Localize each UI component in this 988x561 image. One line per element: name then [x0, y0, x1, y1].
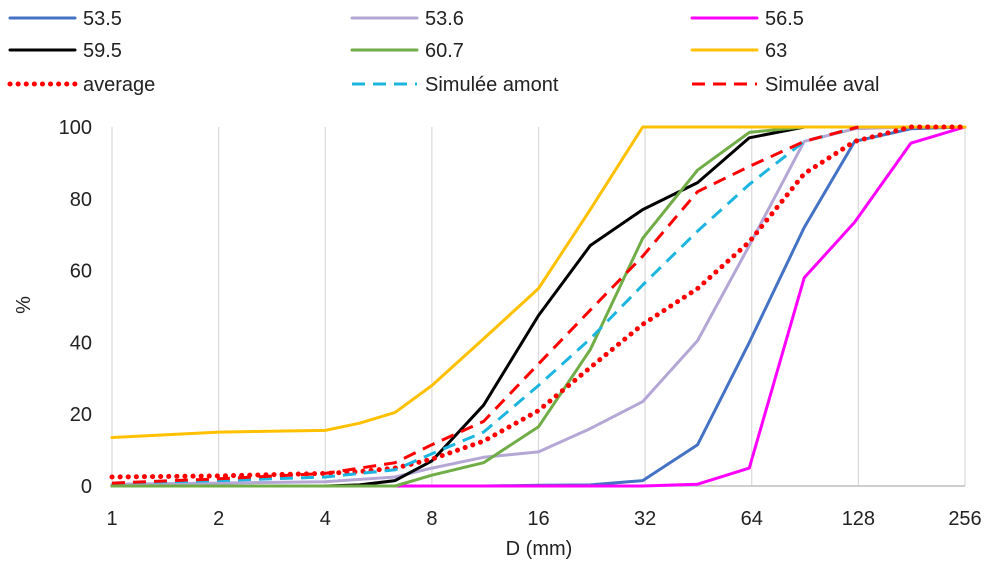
x-axis-label: D (mm)	[506, 538, 573, 560]
x-tick-label: 256	[948, 508, 981, 530]
x-tick-label: 2	[213, 508, 224, 530]
legend-label: Simulée aval	[765, 74, 880, 96]
x-tick-label: 128	[842, 508, 875, 530]
y-tick-label: 40	[70, 332, 92, 354]
x-axis-ticks: 1 2 4 8 16 32 64 128 256	[106, 508, 981, 530]
y-tick-label: 60	[70, 261, 92, 283]
x-tick-label: 8	[426, 508, 437, 530]
series-line	[111, 125, 859, 485]
x-tick-label: 4	[320, 508, 331, 530]
legend-label: average	[83, 74, 155, 96]
legend-label: 56.5	[765, 8, 804, 30]
y-tick-label: 20	[70, 404, 92, 426]
y-tick-label: 0	[81, 476, 92, 498]
series-line	[111, 125, 859, 485]
x-tick-label: 64	[741, 508, 763, 530]
legend-label: 63	[765, 40, 787, 62]
series-line	[109, 124, 968, 480]
x-tick-label: 1	[106, 508, 117, 530]
legend-label: 53.5	[83, 8, 122, 30]
y-tick-label: 100	[59, 117, 92, 139]
legend: 53.5 53.6 56.5 59.5 60.7 63 average Simulée amo…	[7, 8, 880, 96]
x-tick-label: 32	[634, 508, 656, 530]
legend-label: 59.5	[83, 40, 122, 62]
x-tick-label: 16	[527, 508, 549, 530]
y-axis-ticks: 0 20 40 60 80 100	[59, 117, 92, 498]
y-tick-label: 80	[70, 189, 92, 211]
legend-label: Simulée amont	[425, 74, 559, 96]
y-axis-label: %	[13, 296, 35, 314]
series-layer	[109, 124, 968, 488]
legend-label: 53.6	[425, 8, 464, 30]
legend-label: 60.7	[425, 40, 464, 62]
series-line	[110, 125, 967, 439]
